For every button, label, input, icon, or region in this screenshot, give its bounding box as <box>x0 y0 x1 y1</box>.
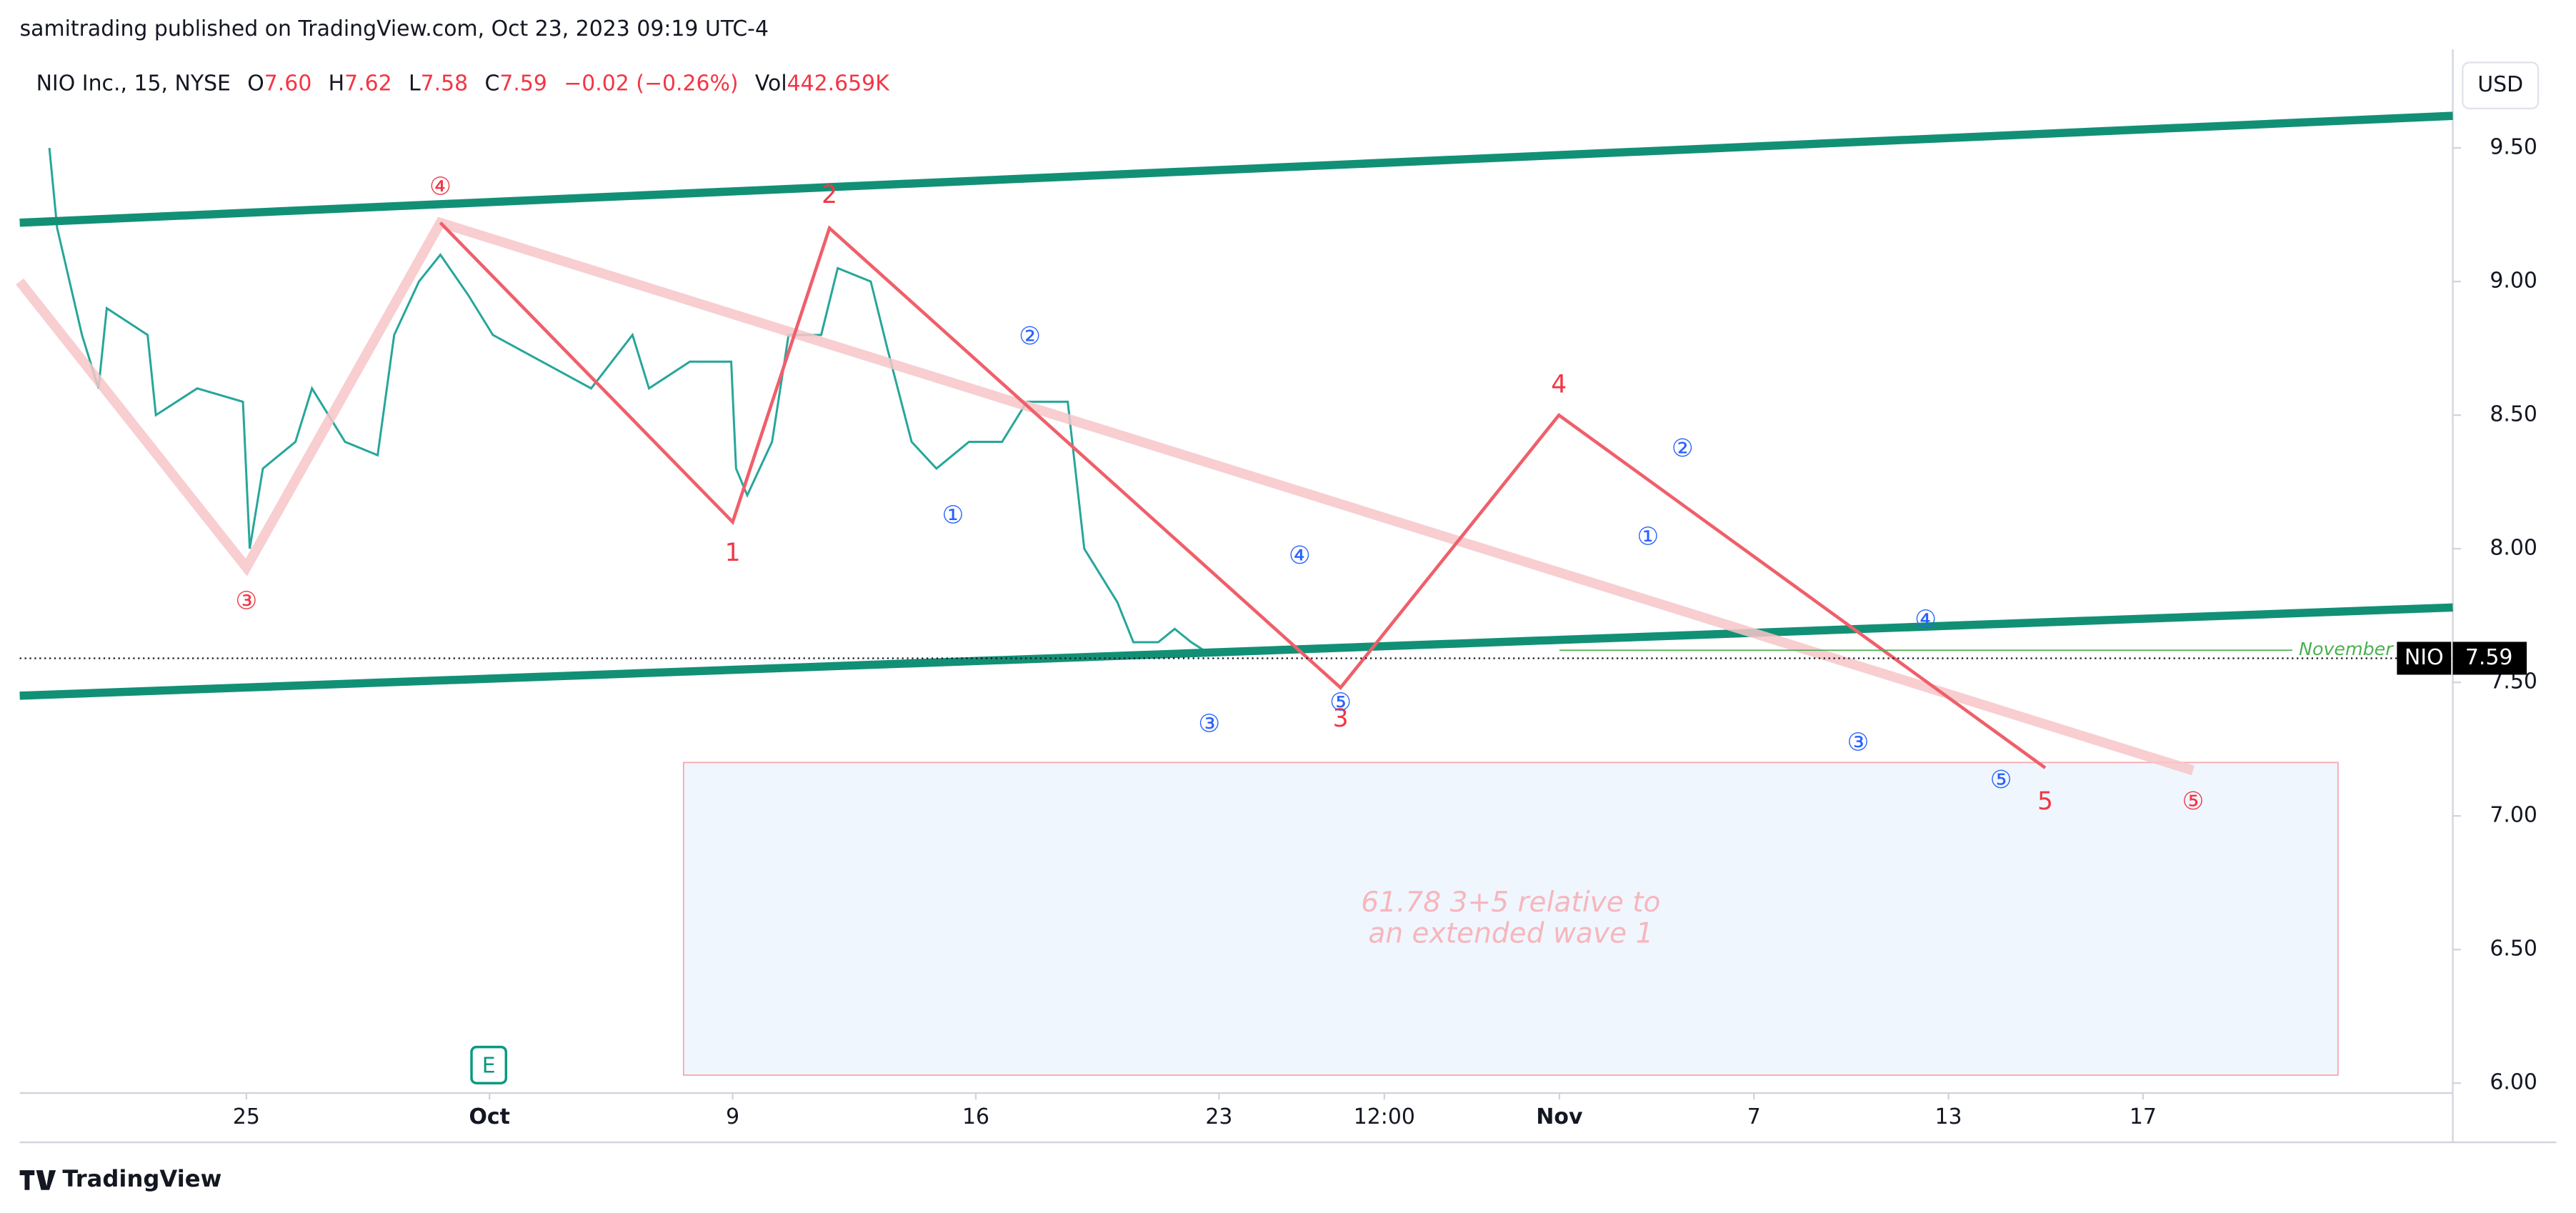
box-text: 61.78 3+5 relative to <box>1361 887 1660 919</box>
wave-label: 1 <box>725 539 741 567</box>
earnings-label: E <box>482 1054 496 1079</box>
symbol-tag <box>2397 642 2452 675</box>
price-tag-text: 7.59 <box>2465 645 2513 670</box>
change: −0.02 (−0.26%) <box>564 71 738 96</box>
o-label: O <box>247 71 264 96</box>
x-tick-label: Oct <box>469 1104 510 1129</box>
y-tick-label: 6.00 <box>2490 1070 2537 1095</box>
wave-label: ④ <box>1914 606 1937 634</box>
close: 7.59 <box>499 71 547 96</box>
x-tick-label: 7 <box>1747 1104 1761 1129</box>
currency-button[interactable] <box>2462 61 2540 110</box>
trendline <box>16 216 2195 776</box>
wave-label: ⑤ <box>2182 787 2205 816</box>
wave-label: ④ <box>1289 541 1311 570</box>
box-text: an extended wave 1 <box>1368 918 1653 950</box>
wave-label: ③ <box>235 586 257 615</box>
symbol: NIO Inc., 15, NYSE <box>36 71 231 96</box>
x-tick-label: 16 <box>962 1104 989 1129</box>
price-tag <box>2452 642 2527 675</box>
trendline <box>439 221 2047 769</box>
l-label: L <box>409 71 421 96</box>
open: 7.60 <box>264 71 312 96</box>
y-tick-label: 8.00 <box>2490 536 2537 561</box>
wave-label: ③ <box>1847 729 1869 757</box>
wave-label: ⑤ <box>1329 689 1352 717</box>
wave-label: 3 <box>1333 704 1349 733</box>
trendline <box>19 603 2453 700</box>
legend: NIO Inc., 15, NYSE O7.60 H7.62 L7.58 C7.… <box>36 71 891 96</box>
c-label: C <box>484 71 499 96</box>
h-label: H <box>329 71 344 96</box>
footer-logo: TradingView <box>19 1165 221 1192</box>
y-tick-label: 9.00 <box>2490 269 2537 294</box>
volume: 442.659K <box>787 71 891 96</box>
target-box <box>682 762 2339 1076</box>
x-tick-label: 12:00 <box>1354 1104 1415 1129</box>
wave-label: 2 <box>822 181 837 209</box>
publisher: samitrading published on TradingView.com… <box>20 16 769 41</box>
wave-label: ③ <box>1198 709 1220 738</box>
x-tick-label: 25 <box>233 1104 260 1129</box>
x-tick-label: 13 <box>1935 1104 1962 1129</box>
high: 7.62 <box>344 71 392 96</box>
x-tick-label: Nov <box>1536 1104 1583 1129</box>
x-tick-label: 23 <box>1205 1104 1232 1129</box>
y-tick-label: 7.00 <box>2490 803 2537 828</box>
footer-brand: TradingView <box>62 1165 221 1192</box>
legend-text: NIO Inc., 15, NYSE O7.60 H7.62 L7.58 C7.… <box>36 71 891 96</box>
symbol-tag-text: NIO <box>2405 645 2444 670</box>
y-tick-label: 9.50 <box>2490 135 2537 160</box>
level-label: November <box>2299 639 2394 659</box>
wave-label: 5 <box>2037 787 2053 816</box>
wave-label: ② <box>1019 322 1041 351</box>
y-tick-label: 8.50 <box>2490 402 2537 427</box>
low: 7.58 <box>421 71 469 96</box>
wave-label: ① <box>942 501 964 530</box>
currency: USD <box>2477 72 2523 97</box>
wave-label: ② <box>1672 434 1694 463</box>
earnings-marker[interactable] <box>470 1045 508 1084</box>
trendline <box>19 111 2453 227</box>
wave-label: ① <box>1637 523 1659 551</box>
wave-label: ④ <box>429 173 451 201</box>
x-tick-label: 9 <box>726 1104 739 1129</box>
vol-label: Vol <box>755 71 787 96</box>
wave-label: 4 <box>1551 370 1567 399</box>
y-tick-label: 6.50 <box>2490 937 2537 962</box>
x-tick-label: 17 <box>2130 1104 2157 1129</box>
price-line <box>48 147 1213 657</box>
wave-label: ⑤ <box>1990 766 2012 794</box>
